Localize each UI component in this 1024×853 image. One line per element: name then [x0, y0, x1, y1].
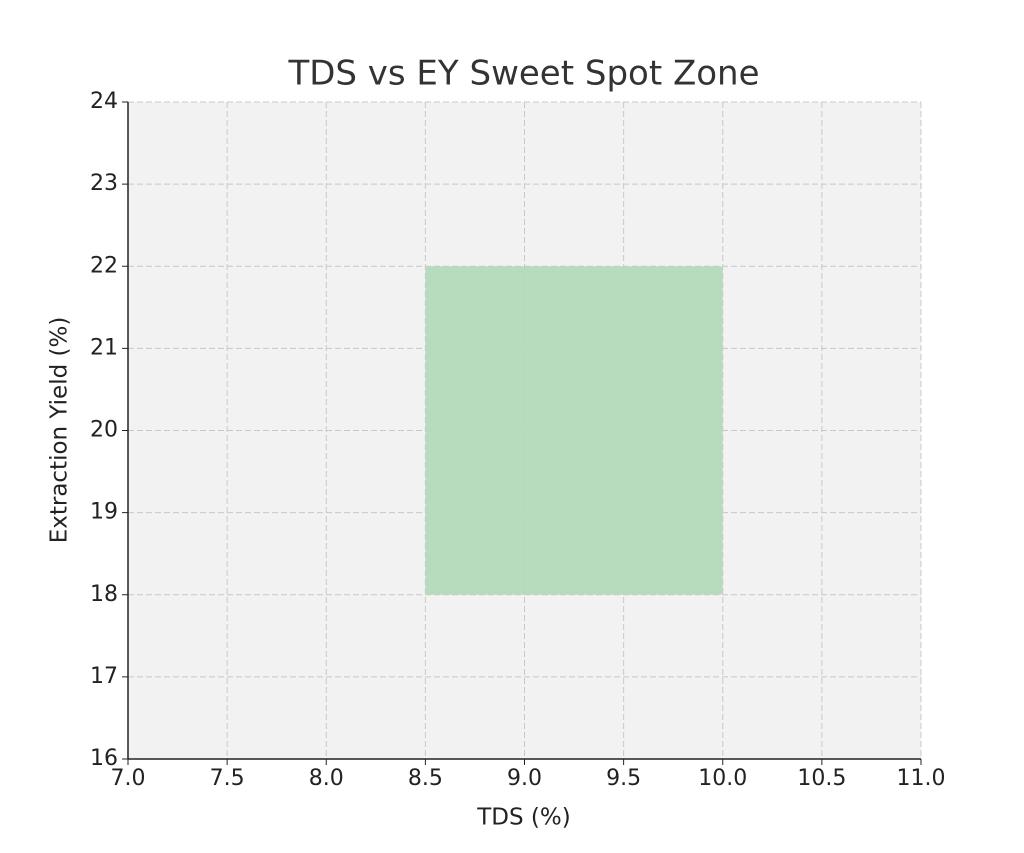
x-tick-label: 7.5 — [210, 766, 245, 791]
x-tick-label: 8.5 — [408, 766, 443, 791]
y-tick-label: 21 — [90, 335, 118, 360]
x-tick-label: 11.0 — [897, 766, 946, 791]
x-axis-label: TDS (%) — [476, 805, 570, 831]
y-tick-label: 24 — [90, 89, 118, 114]
y-tick-label: 16 — [90, 746, 118, 771]
y-tick-label: 17 — [90, 664, 118, 689]
x-tick-label: 7.0 — [111, 766, 146, 791]
y-tick-label: 19 — [90, 500, 118, 525]
x-tick-label: 9.5 — [606, 766, 641, 791]
y-tick-label: 18 — [90, 582, 118, 607]
x-tick-label: 10.5 — [797, 766, 846, 791]
sweet-spot-zone — [425, 266, 723, 595]
x-tick-label: 8.0 — [309, 766, 344, 791]
y-tick-label: 23 — [90, 171, 118, 196]
x-tick-label: 9.0 — [507, 766, 542, 791]
x-tick-label: 10.0 — [698, 766, 747, 791]
y-tick-label: 22 — [90, 253, 118, 278]
y-tick-label: 20 — [90, 418, 118, 443]
chart-title: TDS vs EY Sweet Spot Zone — [287, 54, 759, 94]
y-axis-label: Extraction Yield (%) — [47, 317, 73, 544]
